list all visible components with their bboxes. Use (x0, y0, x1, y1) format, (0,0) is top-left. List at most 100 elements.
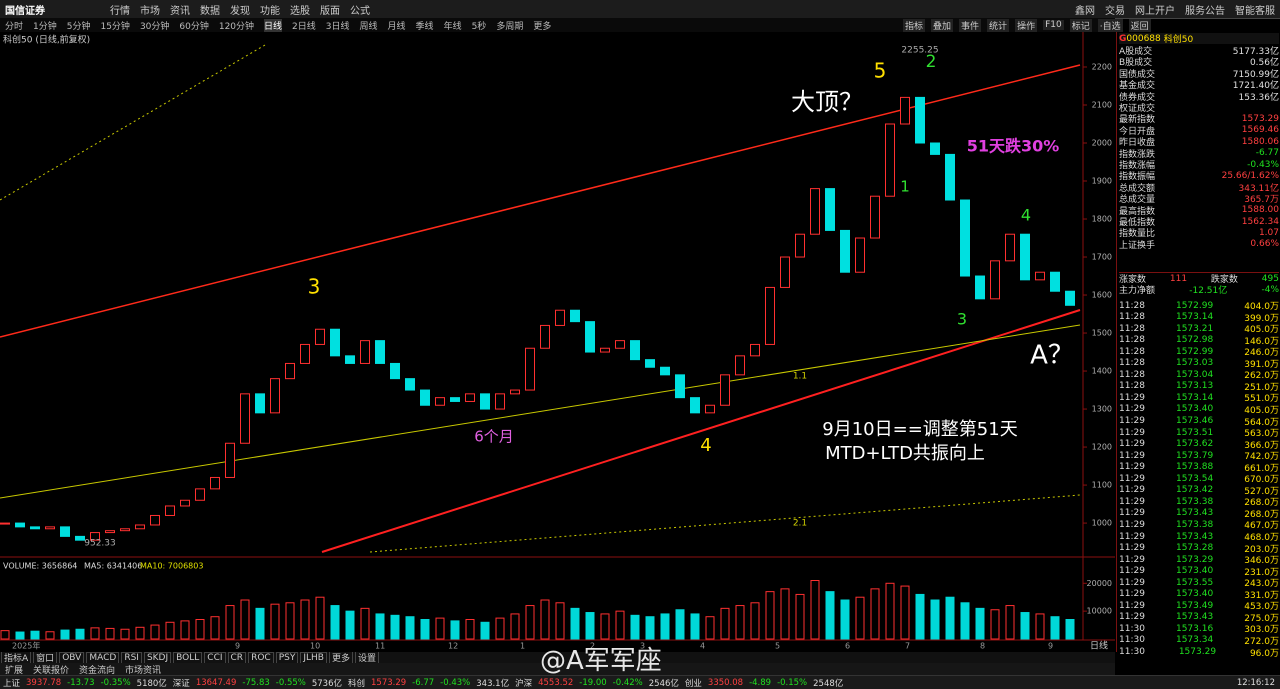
tool-tab[interactable]: 叠加 (931, 18, 954, 32)
menu-item[interactable]: 公式 (350, 5, 370, 17)
period-tab[interactable]: 1分钟 (33, 21, 57, 32)
tick-price: 1573.29 (1175, 554, 1214, 565)
period-tab[interactable]: 30分钟 (139, 21, 170, 32)
status-field: 343.1亿 (476, 678, 510, 689)
tool-tab[interactable]: F10 (1043, 20, 1064, 30)
candle (555, 309, 565, 326)
tick-time: 11:29 (1119, 543, 1145, 554)
period-tab[interactable]: 3日线 (325, 21, 350, 32)
menu-item[interactable]: 发现 (230, 5, 250, 17)
indicator-tab[interactable]: 指标A (1, 652, 32, 663)
candle (1035, 271, 1045, 281)
x-tick-label: 2 (590, 642, 595, 651)
period-tab[interactable]: 分时 (5, 21, 24, 32)
tool-tab[interactable]: 统计 (987, 18, 1010, 32)
stat-value: -6.77 (1255, 148, 1279, 159)
period-tab[interactable]: 5分钟 (66, 21, 91, 32)
period-tab[interactable]: 季线 (415, 21, 434, 32)
stat-label: 权证成交 (1119, 104, 1156, 114)
indicator-tab[interactable]: 更多 (328, 652, 353, 663)
tool-tab[interactable]: 返回 (1128, 18, 1151, 32)
ext-tab[interactable]: 市场资讯 (125, 665, 162, 676)
volume-bar (225, 605, 235, 640)
stat-row: 最新指数 1573.29 (1119, 113, 1279, 126)
menu-item[interactable]: 鑫网 (1075, 5, 1095, 17)
volume-bar (825, 591, 835, 640)
tool-tab[interactable]: 标记 (1069, 18, 1092, 32)
volume-bar (285, 602, 295, 640)
period-tab[interactable]: 更多 (533, 21, 552, 32)
indicator-tab[interactable]: 窗口 (33, 652, 58, 663)
tick-row: 11:28 1572.98 146.0万 (1119, 335, 1279, 347)
period-tab[interactable]: 2日线 (292, 21, 316, 32)
indicator-tab[interactable]: CR (227, 652, 247, 663)
candle (825, 188, 835, 231)
period-tab[interactable]: 15分钟 (100, 21, 130, 32)
volume-bar (735, 605, 745, 640)
period-tab[interactable]: 年线 (443, 21, 462, 32)
y-tick-label: 2100 (1092, 100, 1112, 109)
stat-row: A股成交 5177.33亿 (1119, 45, 1279, 57)
tick-volume: 404.0万 (1244, 302, 1279, 312)
indicator-tab[interactable]: MACD (86, 652, 120, 663)
menu-item[interactable]: 版面 (320, 5, 340, 17)
x-tick-label: 1 (520, 642, 525, 651)
stat-label: 基金成交 (1119, 81, 1156, 92)
indicator-tab[interactable]: ROC (248, 652, 274, 663)
tick-volume: 551.0万 (1244, 394, 1279, 405)
menu-item[interactable]: 智能客服 (1235, 5, 1275, 17)
indicator-tab[interactable]: SKDJ (143, 652, 172, 663)
indicator-tab[interactable]: JLHB (300, 652, 327, 663)
volume-bar (1035, 613, 1045, 640)
tick-volume: 272.0万 (1244, 636, 1279, 647)
indicator-tab[interactable]: 设置 (354, 652, 379, 663)
candle (915, 96, 925, 144)
y-tick-label: 10000 (1087, 607, 1112, 616)
menu-item[interactable]: 功能 (260, 5, 280, 17)
tick-row: 11:29 1573.40 231.0万 (1119, 566, 1279, 578)
logo[interactable]: 国信证券 (5, 5, 45, 17)
stat-label: 指数振幅 (1119, 172, 1156, 183)
tool-tab[interactable]: ·自选 (1097, 18, 1123, 32)
volume-bar (360, 607, 370, 640)
candle (150, 514, 160, 526)
indicator-tab[interactable]: OBV (59, 652, 85, 663)
menu-item[interactable]: 数据 (200, 5, 220, 17)
tool-tab[interactable]: 指标 (903, 18, 926, 32)
menu-item[interactable]: 行情 (110, 5, 130, 17)
indicator-tab[interactable]: BOLL (173, 652, 203, 663)
period-tab[interactable]: 周线 (359, 21, 378, 32)
volume-bar (330, 605, 340, 640)
indicator-tab[interactable]: RSI (121, 652, 142, 663)
menu-item[interactable]: 资讯 (170, 5, 190, 17)
candle (330, 328, 340, 357)
tool-tab[interactable]: 操作 (1015, 18, 1038, 32)
period-tab[interactable]: 月线 (387, 21, 406, 32)
stat-value: 7150.99亿 (1232, 69, 1279, 80)
tick-time: 11:29 (1119, 427, 1145, 438)
period-tab[interactable]: 60分钟 (179, 21, 209, 32)
status-field: -4.89 (749, 677, 772, 688)
period-tab[interactable]: 5秒 (471, 21, 487, 32)
menu-item[interactable]: 交易 (1105, 5, 1125, 17)
candle (990, 260, 1000, 300)
period-tab[interactable]: 120分钟 (218, 21, 255, 32)
menu-item[interactable]: 服务公告 (1185, 5, 1225, 17)
tool-tab[interactable]: 事件 (959, 18, 982, 32)
indicator-tab[interactable]: PSY (275, 652, 299, 663)
menu-item[interactable]: 网上开户 (1135, 5, 1175, 17)
flow-field: -4% (1261, 284, 1279, 295)
ext-tab[interactable]: 关联报价 (33, 665, 70, 676)
tick-time: 11:29 (1119, 600, 1145, 611)
tick-volume: 467.0万 (1244, 521, 1279, 532)
ext-tab[interactable]: 资金流向 (79, 665, 116, 676)
volume-bar (375, 613, 385, 640)
candle (180, 499, 190, 507)
period-tab[interactable]: 日线 (264, 18, 283, 32)
menu-item[interactable]: 选股 (290, 5, 310, 17)
ext-tab[interactable]: 扩展 (5, 665, 24, 676)
menu-item[interactable]: 市场 (140, 5, 160, 17)
stat-value: 5177.33亿 (1232, 47, 1279, 57)
period-tab[interactable]: 多周期 (496, 21, 524, 32)
indicator-tab[interactable]: CCI (204, 652, 226, 663)
